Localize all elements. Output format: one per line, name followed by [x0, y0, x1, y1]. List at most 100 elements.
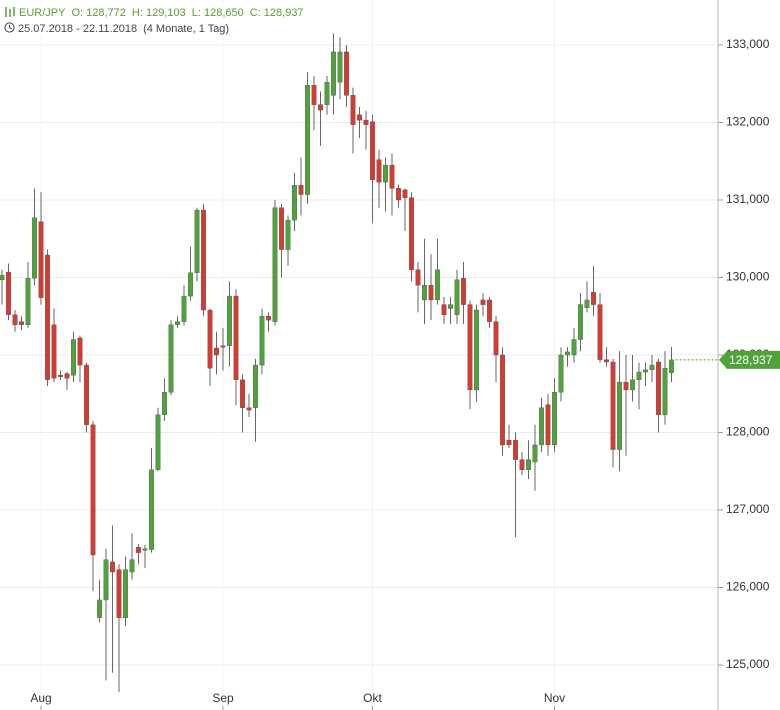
candle-body	[318, 104, 323, 111]
candle-body	[97, 599, 102, 618]
candle-body	[389, 164, 395, 189]
candle-body	[64, 373, 70, 379]
candle-body	[357, 114, 362, 121]
candle-body	[571, 339, 577, 356]
candle-body	[298, 185, 304, 195]
candle-body	[623, 381, 629, 391]
candle-body	[77, 337, 83, 366]
candle-body	[597, 304, 603, 360]
period: (4 Monate, 1 Tag)	[143, 23, 230, 35]
candle-body	[181, 295, 187, 322]
candle-body	[90, 424, 96, 556]
candle-body	[539, 407, 544, 446]
candle-body	[337, 51, 343, 83]
candle-body	[123, 569, 128, 618]
ohlc-label: L: 128,650	[191, 7, 244, 19]
candle-body	[519, 459, 525, 470]
candle-body	[58, 374, 63, 377]
candle-body	[266, 316, 271, 321]
x-tick-label: Nov	[544, 691, 565, 705]
y-tick-label: 131,000	[726, 192, 770, 206]
candle-body	[363, 119, 369, 125]
candle-body	[461, 278, 466, 305]
candle-body	[441, 304, 447, 315]
candle-body	[409, 197, 414, 270]
candle-body	[103, 559, 109, 601]
y-tick-label: 125,000	[726, 657, 770, 671]
candle-body	[149, 469, 154, 550]
candle-body	[188, 272, 193, 297]
candle-body	[201, 209, 206, 311]
candle-body	[383, 164, 388, 183]
candle-body	[51, 324, 57, 379]
candle-body	[376, 159, 382, 183]
candle-body	[604, 359, 609, 363]
candle-body	[240, 379, 245, 408]
candle-body	[207, 309, 213, 369]
candle-body	[279, 207, 284, 250]
candle-body	[532, 444, 538, 463]
candle-body	[617, 381, 622, 450]
candle-body	[155, 414, 161, 470]
candle-body	[506, 440, 512, 446]
candle-body	[142, 548, 148, 551]
ohlc-label: O: 128,772	[71, 7, 126, 19]
candle-body	[643, 369, 648, 373]
candle-body	[669, 359, 674, 373]
candle-body	[253, 364, 258, 408]
candle-body	[220, 345, 226, 348]
candle-body	[25, 278, 31, 325]
ohlc-line: EUR/JPY O: 128,772 H: 129,103 L: 128,650 C: …	[4, 5, 310, 21]
candle-body	[331, 51, 336, 96]
candle-body	[175, 321, 180, 325]
candle-body	[292, 185, 297, 221]
candle-body	[513, 440, 518, 460]
candle-body	[214, 347, 219, 356]
x-tick-label: Okt	[363, 691, 382, 705]
candle-body	[110, 561, 115, 573]
x-tick-label: Aug	[30, 691, 51, 705]
candle-body	[435, 269, 440, 301]
y-tick-label: 130,000	[726, 270, 770, 284]
candle-body	[591, 292, 596, 305]
candle-body	[324, 81, 330, 105]
candle-body	[415, 269, 421, 286]
candle-body	[168, 324, 174, 393]
candle-body	[610, 361, 616, 450]
candle-body	[467, 304, 473, 391]
candle-body	[474, 309, 479, 391]
candle-body	[662, 367, 668, 415]
candle-body	[656, 361, 661, 415]
candle-body	[422, 285, 427, 301]
candle-body	[493, 321, 499, 356]
ohlc-label: H: 129,103	[131, 7, 186, 19]
candle-body	[370, 121, 375, 181]
y-tick-label: 127,000	[726, 502, 770, 516]
candle-body	[227, 295, 232, 346]
candle-body	[565, 351, 570, 356]
y-tick-label: 133,000	[726, 37, 770, 51]
header: EUR/JPY O: 128,772 H: 129,103 L: 128,650 C: …	[4, 5, 310, 37]
candle-body	[578, 304, 583, 340]
candle-body	[136, 547, 141, 553]
candle-body	[500, 354, 505, 446]
x-tick-label: Sep	[212, 691, 234, 705]
last-price-label: 128,937	[729, 353, 773, 367]
range-line: 25.07.2018 - 22.11.2018 (4 Monate, 1 Tag)	[4, 21, 310, 37]
candle-body	[487, 299, 492, 322]
candle-body	[162, 392, 167, 415]
candle-body	[19, 321, 24, 325]
candle-body	[71, 339, 76, 376]
clock-icon	[4, 22, 15, 33]
candle-body	[259, 316, 265, 366]
candle-body	[0, 274, 5, 281]
candle-body	[12, 314, 18, 325]
candle-body	[454, 279, 460, 315]
candle-body	[428, 285, 434, 301]
candle-body	[233, 295, 239, 381]
candle-body	[526, 459, 531, 470]
candle-body	[630, 379, 635, 391]
candle-body	[350, 95, 356, 125]
